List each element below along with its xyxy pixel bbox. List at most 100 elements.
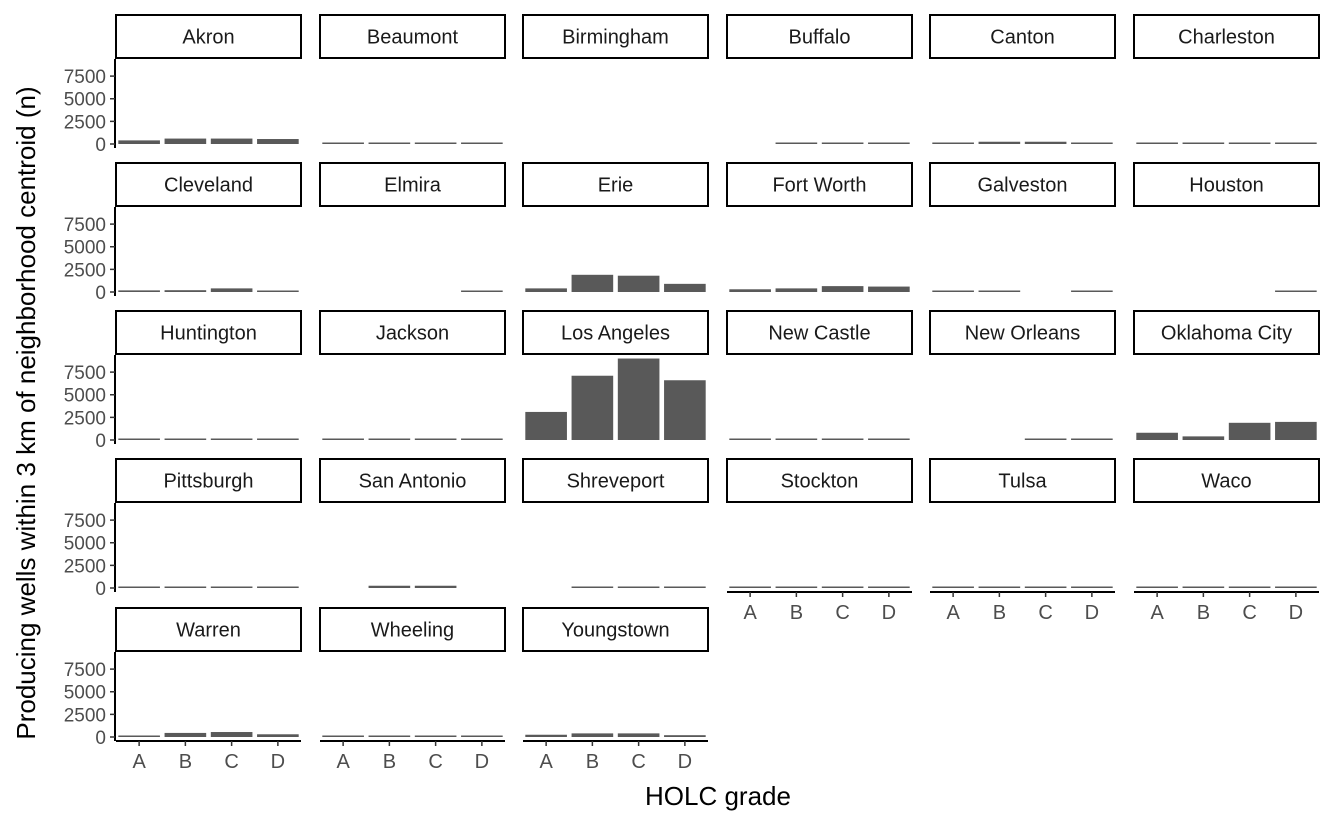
facet-label: Waco: [1201, 471, 1251, 493]
facet-strip: [1133, 162, 1320, 207]
bar: [257, 586, 299, 588]
bar: [210, 438, 253, 440]
bar: [978, 586, 1021, 588]
bar: [1024, 141, 1067, 144]
bar: [775, 438, 818, 440]
bar: [571, 274, 614, 292]
bar: [1024, 586, 1067, 588]
bar: [932, 142, 974, 144]
facet-strip: [929, 458, 1116, 503]
facet-strip: [726, 310, 913, 355]
x-tick-label: B: [586, 751, 599, 773]
bar: [164, 732, 207, 737]
bar: [821, 142, 864, 144]
bar: [1071, 290, 1113, 292]
y-tick-label: 0: [95, 431, 106, 452]
bar: [775, 142, 818, 144]
facet-label: Akron: [182, 27, 234, 49]
x-axis-title: HOLC grade: [645, 781, 791, 811]
facet-label: San Antonio: [359, 471, 467, 493]
facet-label: New Castle: [768, 323, 870, 345]
bar: [257, 290, 299, 292]
x-tick-label: B: [179, 751, 192, 773]
y-tick-label: 5000: [64, 534, 106, 555]
bar: [1182, 142, 1225, 144]
bar: [210, 732, 253, 737]
bar: [461, 438, 503, 440]
y-tick-label: 0: [95, 283, 106, 304]
x-tick-label: A: [539, 751, 553, 773]
bar: [210, 288, 253, 292]
bar: [210, 138, 253, 144]
facet-label: Canton: [990, 27, 1055, 49]
bar: [257, 438, 299, 440]
y-tick-label: 0: [95, 135, 106, 156]
x-tick-label: C: [835, 602, 849, 624]
bar: [118, 438, 160, 440]
y-tick-label: 7500: [64, 215, 106, 236]
y-tick-label: 0: [95, 579, 106, 600]
bar: [164, 586, 207, 588]
facet-strip: [1133, 310, 1320, 355]
x-tick-label: C: [631, 751, 645, 773]
facet-strip: [522, 607, 709, 652]
bar: [414, 585, 457, 588]
facet-label: Tulsa: [998, 471, 1047, 493]
bar: [868, 438, 910, 440]
bar: [525, 734, 567, 737]
facet-strip: [726, 162, 913, 207]
bar: [821, 286, 864, 292]
bar: [868, 586, 910, 588]
facet-label: Jackson: [376, 323, 449, 345]
bar: [729, 586, 771, 588]
facet-strip: [115, 607, 302, 652]
bar: [775, 586, 818, 588]
bar: [368, 142, 411, 144]
facet-strip: [929, 14, 1116, 59]
bar: [1182, 586, 1225, 588]
x-tick-label: B: [790, 602, 803, 624]
bar: [571, 733, 614, 737]
x-tick-label: D: [1085, 602, 1099, 624]
bar: [932, 290, 974, 292]
facet-label: Charleston: [1178, 27, 1275, 49]
facet-label: Elmira: [384, 175, 442, 197]
bar: [525, 288, 567, 292]
bar: [118, 140, 160, 144]
bar: [322, 142, 364, 144]
bar: [368, 735, 411, 737]
bar: [1275, 421, 1317, 440]
x-tick-label: D: [475, 751, 489, 773]
bar: [210, 586, 253, 588]
x-tick-label: A: [132, 751, 146, 773]
bar: [1228, 142, 1271, 144]
x-tick-label: C: [224, 751, 238, 773]
y-tick-label: 7500: [64, 67, 106, 88]
facet-label: Warren: [176, 620, 241, 642]
bar: [164, 138, 207, 144]
y-tick-label: 2500: [64, 112, 106, 133]
y-tick-label: 7500: [64, 363, 106, 384]
facet-strip: [1133, 14, 1320, 59]
bar: [414, 438, 457, 440]
facet-label: Beaumont: [367, 27, 459, 49]
bar: [118, 290, 160, 292]
bar: [617, 275, 660, 292]
bar: [322, 438, 364, 440]
y-tick-label: 5000: [64, 683, 106, 704]
x-tick-label: D: [678, 751, 692, 773]
bar: [978, 141, 1021, 144]
y-tick-label: 5000: [64, 90, 106, 111]
facet-strip: [319, 14, 506, 59]
y-tick-label: 7500: [64, 660, 106, 681]
bar: [368, 438, 411, 440]
facet-label: Buffalo: [789, 27, 851, 49]
bar: [1136, 432, 1178, 440]
facet-label: Oklahoma City: [1161, 323, 1292, 345]
facet-label: Erie: [598, 175, 634, 197]
bar: [1275, 586, 1317, 588]
bar: [1182, 436, 1225, 440]
facet-strip: [522, 310, 709, 355]
